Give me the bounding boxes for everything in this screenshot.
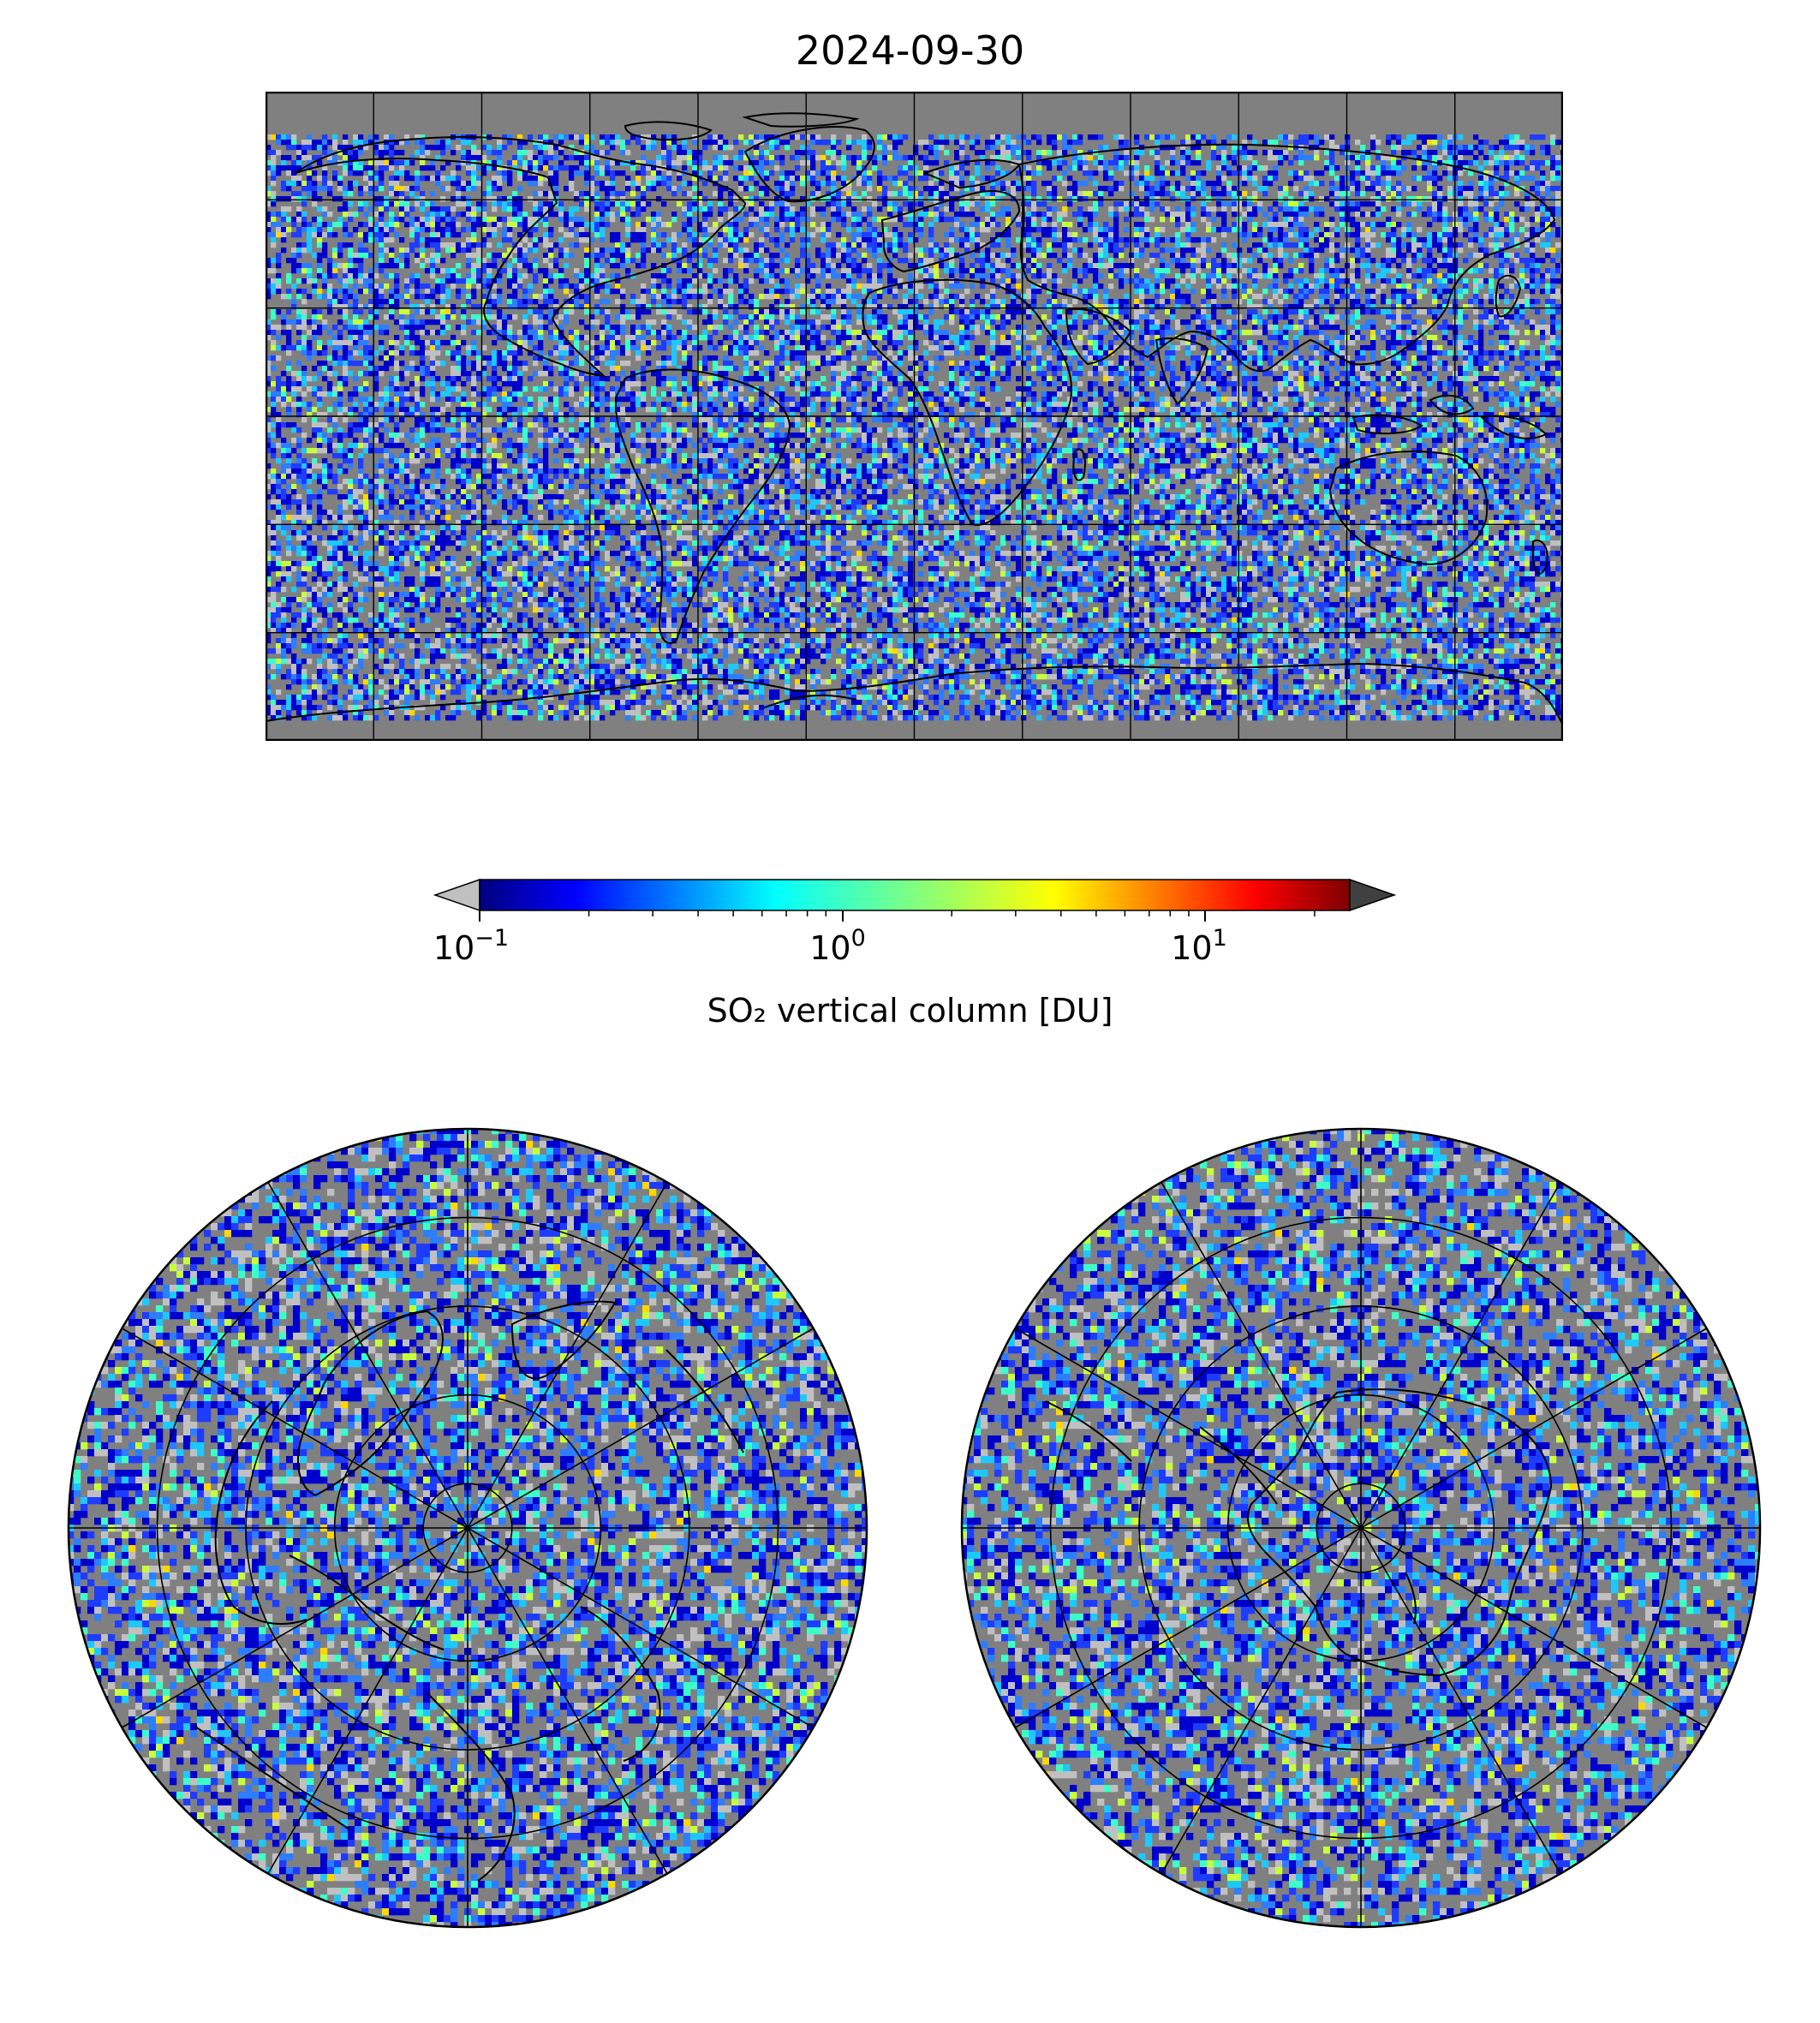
south-polar-map: [960, 1127, 1762, 1929]
colorbar: 10−1 100 101: [428, 874, 1405, 994]
colorbar-tick-label: 100: [809, 925, 866, 967]
global-map: [266, 92, 1563, 741]
colorbar-tick-label: 10−1: [433, 925, 509, 967]
north-polar-map: [67, 1127, 868, 1929]
colorbar-gradient: [480, 880, 1350, 910]
colorbar-under-extension: [435, 880, 480, 910]
page-title: 2024-09-30: [0, 27, 1820, 74]
colorbar-tick-label: 101: [1171, 925, 1227, 967]
colorbar-label: SO₂ vertical column [DU]: [0, 992, 1820, 1029]
colorbar-over-extension: [1350, 880, 1394, 910]
